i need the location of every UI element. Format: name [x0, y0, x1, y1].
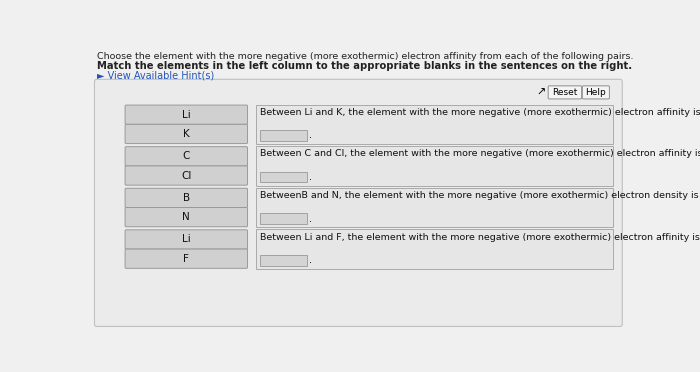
Bar [260, 130, 307, 141]
FancyBboxPatch shape [94, 79, 622, 327]
Text: Reset: Reset [552, 88, 578, 97]
Text: C: C [183, 151, 190, 161]
Text: .: . [309, 131, 312, 141]
Text: Li: Li [182, 234, 190, 244]
Text: ► View Available Hint(s): ► View Available Hint(s) [97, 71, 214, 81]
Text: Choose the element with the more negative (more exothermic) electron affinity fr: Choose the element with the more negativ… [97, 52, 634, 61]
FancyBboxPatch shape [125, 147, 248, 166]
Text: B: B [183, 193, 190, 203]
Text: Cl: Cl [181, 170, 192, 180]
Text: N: N [183, 212, 190, 222]
FancyBboxPatch shape [125, 249, 248, 268]
FancyBboxPatch shape [125, 188, 248, 208]
FancyBboxPatch shape [125, 230, 248, 249]
Text: .: . [309, 172, 312, 182]
FancyBboxPatch shape [256, 105, 613, 144]
Text: Between Li and F, the element with the more negative (more exothermic) electron : Between Li and F, the element with the m… [260, 232, 700, 241]
Bar [260, 255, 307, 266]
FancyBboxPatch shape [548, 86, 582, 99]
Text: ↗: ↗ [536, 87, 545, 97]
Text: BetweenB and N, the element with the more negative (more exothermic) electron de: BetweenB and N, the element with the mor… [260, 191, 699, 200]
Text: F: F [183, 254, 189, 264]
Text: .: . [309, 214, 312, 224]
FancyBboxPatch shape [125, 208, 248, 227]
FancyBboxPatch shape [125, 124, 248, 144]
Bar [260, 213, 307, 224]
Bar [260, 172, 307, 183]
FancyBboxPatch shape [256, 146, 613, 186]
FancyBboxPatch shape [125, 105, 248, 124]
FancyBboxPatch shape [582, 86, 610, 99]
FancyBboxPatch shape [256, 230, 613, 269]
Text: Match the elements in the left column to the appropriate blanks in the sentences: Match the elements in the left column to… [97, 61, 632, 71]
Text: .: . [309, 255, 312, 265]
Text: Help: Help [585, 88, 606, 97]
FancyBboxPatch shape [256, 188, 613, 227]
Text: K: K [183, 129, 190, 139]
Text: Between C and Cl, the element with the more negative (more exothermic) electron : Between C and Cl, the element with the m… [260, 150, 700, 158]
Text: Li: Li [182, 110, 190, 120]
Text: Between Li and K, the element with the more negative (more exothermic) electron : Between Li and K, the element with the m… [260, 108, 700, 117]
FancyBboxPatch shape [125, 166, 248, 185]
